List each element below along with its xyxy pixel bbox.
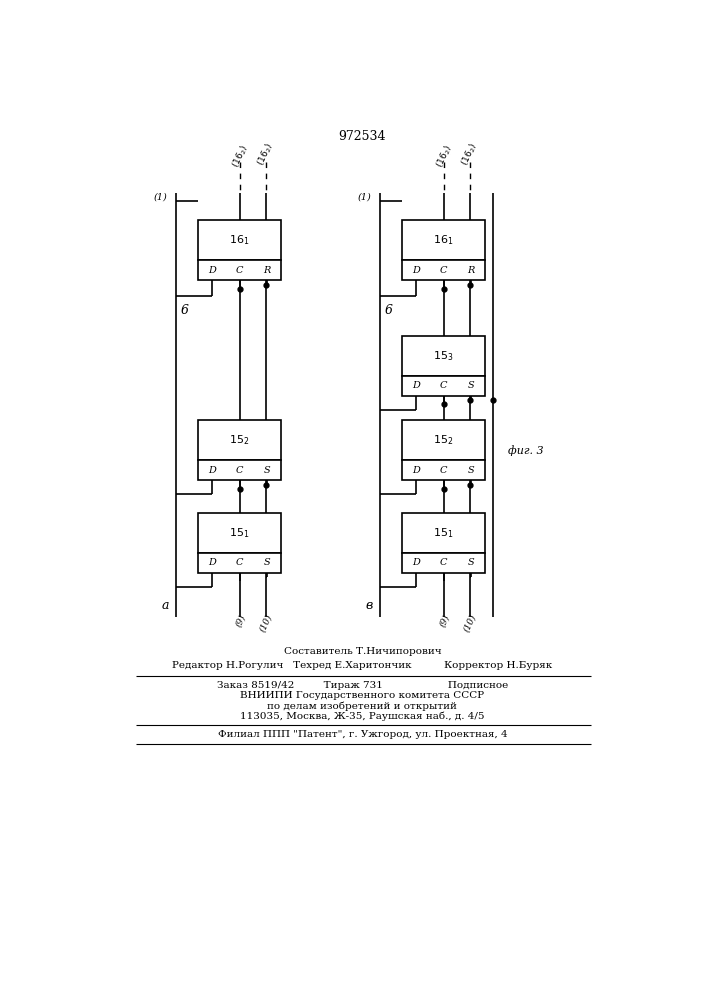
Text: D: D xyxy=(208,558,216,567)
Text: S: S xyxy=(468,558,474,567)
Text: Редактор Н.Рогулич   Техред Е.Харитончик          Корректор Н.Буряк: Редактор Н.Рогулич Техред Е.Харитончик К… xyxy=(173,661,552,670)
Text: C: C xyxy=(440,266,448,275)
Text: C: C xyxy=(440,466,448,475)
Text: C: C xyxy=(235,266,243,275)
Text: S: S xyxy=(468,381,474,390)
Text: (10): (10) xyxy=(258,613,274,633)
Text: $(16_2)$: $(16_2)$ xyxy=(459,141,481,168)
Text: Филиал ППП "Патент", г. Ужгород, ул. Проектная, 4: Филиал ППП "Патент", г. Ужгород, ул. Про… xyxy=(218,730,507,739)
Text: по делам изобретений и открытий: по делам изобретений и открытий xyxy=(267,701,457,711)
Text: $15_1$: $15_1$ xyxy=(229,526,250,540)
Text: (10): (10) xyxy=(462,613,478,633)
Bar xyxy=(198,220,281,260)
Bar xyxy=(402,460,485,480)
Bar xyxy=(198,460,281,480)
Text: в: в xyxy=(366,599,373,612)
Text: Составитель Т.Ничипорович: Составитель Т.Ничипорович xyxy=(284,647,441,656)
Bar xyxy=(402,220,485,260)
Bar xyxy=(402,260,485,280)
Text: C: C xyxy=(440,558,448,567)
Text: D: D xyxy=(412,466,420,475)
Text: R: R xyxy=(467,266,475,275)
Text: C: C xyxy=(235,558,243,567)
Text: $(16_2)$: $(16_2)$ xyxy=(255,141,276,168)
Text: ВНИИПИ Государственного комитета СССР: ВНИИПИ Государственного комитета СССР xyxy=(240,691,484,700)
Bar xyxy=(198,420,281,460)
Text: 6: 6 xyxy=(385,304,392,317)
Text: C: C xyxy=(440,381,448,390)
Text: $16_1$: $16_1$ xyxy=(433,233,454,247)
Text: S: S xyxy=(468,466,474,475)
Bar xyxy=(402,553,485,573)
Text: $15_3$: $15_3$ xyxy=(433,349,454,363)
Bar xyxy=(198,553,281,573)
Text: $16_1$: $16_1$ xyxy=(229,233,250,247)
Bar xyxy=(402,336,485,376)
Text: D: D xyxy=(412,558,420,567)
Text: (1): (1) xyxy=(358,192,371,202)
Bar xyxy=(402,420,485,460)
Text: 972534: 972534 xyxy=(339,130,386,143)
Text: $(16_2)$: $(16_2)$ xyxy=(433,143,455,170)
Text: фиг. 3: фиг. 3 xyxy=(508,446,544,456)
Text: C: C xyxy=(235,466,243,475)
Text: D: D xyxy=(412,381,420,390)
Text: 6: 6 xyxy=(180,304,188,317)
Text: а: а xyxy=(161,599,168,612)
Text: Заказ 8519/42         Тираж 731                    Подписное: Заказ 8519/42 Тираж 731 Подписное xyxy=(217,681,508,690)
Bar xyxy=(198,513,281,553)
Text: $15_2$: $15_2$ xyxy=(229,433,250,447)
Text: S: S xyxy=(264,466,271,475)
Text: 113035, Москва, Ж-35, Раушская наб., д. 4/5: 113035, Москва, Ж-35, Раушская наб., д. … xyxy=(240,711,484,721)
Text: R: R xyxy=(264,266,271,275)
Text: S: S xyxy=(264,558,271,567)
Bar xyxy=(402,376,485,396)
Bar xyxy=(198,260,281,280)
Text: D: D xyxy=(208,466,216,475)
Text: $(16_2)$: $(16_2)$ xyxy=(230,143,251,170)
Text: $15_1$: $15_1$ xyxy=(433,526,454,540)
Text: D: D xyxy=(412,266,420,275)
Text: D: D xyxy=(208,266,216,275)
Text: (9): (9) xyxy=(233,613,247,628)
Text: $15_2$: $15_2$ xyxy=(433,433,454,447)
Bar xyxy=(402,513,485,553)
Text: (1): (1) xyxy=(153,192,167,202)
Text: (9): (9) xyxy=(438,613,451,628)
